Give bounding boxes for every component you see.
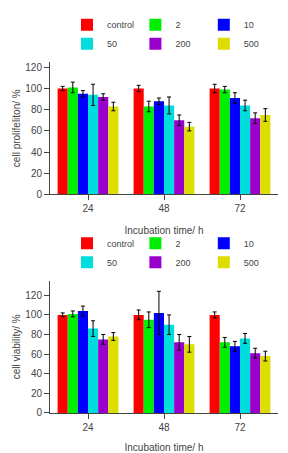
svg-text:0: 0 — [36, 407, 42, 418]
svg-text:120: 120 — [25, 62, 42, 73]
svg-text:2: 2 — [175, 239, 180, 249]
svg-text:24: 24 — [82, 422, 94, 433]
svg-text:60: 60 — [31, 125, 43, 136]
svg-text:50: 50 — [107, 39, 117, 49]
svg-text:500: 500 — [244, 39, 259, 49]
svg-text:40: 40 — [31, 368, 43, 379]
svg-text:24: 24 — [82, 203, 94, 214]
svg-text:Incubation time/ h: Incubation time/ h — [125, 225, 204, 236]
svg-text:cell viability/ %: cell viability/ % — [11, 314, 22, 379]
svg-text:100: 100 — [25, 83, 42, 94]
svg-text:72: 72 — [234, 203, 246, 214]
svg-text:control: control — [107, 20, 134, 30]
svg-text:500: 500 — [244, 258, 259, 268]
svg-text:control: control — [107, 239, 134, 249]
svg-text:200: 200 — [175, 258, 190, 268]
svg-text:cell prolifeliton/ %: cell prolifeliton/ % — [11, 89, 22, 167]
svg-text:72: 72 — [234, 422, 246, 433]
svg-text:10: 10 — [244, 239, 254, 249]
svg-text:200: 200 — [175, 39, 190, 49]
svg-text:50: 50 — [107, 258, 117, 268]
svg-text:80: 80 — [31, 329, 43, 340]
svg-text:100: 100 — [25, 309, 42, 320]
svg-text:48: 48 — [158, 422, 170, 433]
svg-text:40: 40 — [31, 147, 43, 158]
svg-text:Incubation time/ h: Incubation time/ h — [125, 442, 204, 453]
svg-text:80: 80 — [31, 104, 43, 115]
svg-text:20: 20 — [31, 388, 43, 399]
svg-text:60: 60 — [31, 349, 43, 360]
svg-text:10: 10 — [244, 20, 254, 30]
svg-text:120: 120 — [25, 290, 42, 301]
svg-text:0: 0 — [36, 189, 42, 200]
svg-text:20: 20 — [31, 168, 43, 179]
svg-text:2: 2 — [175, 20, 180, 30]
svg-text:48: 48 — [158, 203, 170, 214]
